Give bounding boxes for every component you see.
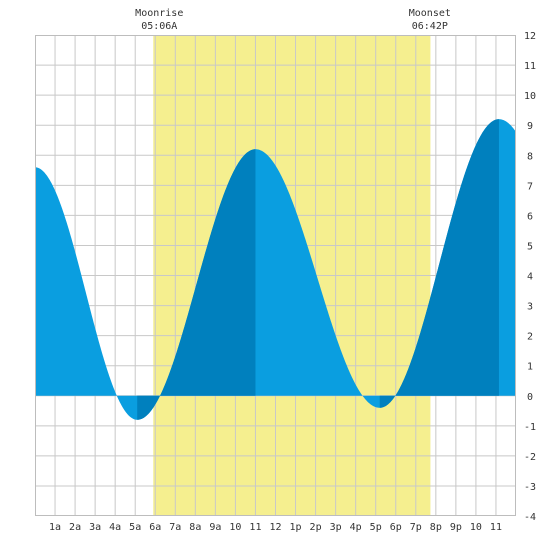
tide-series (35, 119, 516, 420)
tide-area-rising (137, 149, 256, 420)
y-tick-label: 3 (527, 302, 533, 313)
y-tick-label: -3 (524, 482, 536, 493)
x-axis-ticks: 1a 2a 3a 4a 5a 6a 7a 8a 9a 10 11 12 1p 2p 3p 4p 5p 6p 7p 8p… (49, 522, 502, 533)
x-tick-label: 7a (169, 522, 181, 533)
x-tick-label: 11 (490, 522, 502, 533)
x-tick-label: 4a (109, 522, 121, 533)
moon-labels: Moonrise 05:06A Moonset 06:42P (135, 8, 451, 32)
y-tick-label: 8 (527, 151, 533, 162)
moonset-time: 06:42P (412, 21, 448, 32)
x-tick-label: 2a (69, 522, 81, 533)
plot-area (35, 35, 516, 516)
x-tick-label: 9a (209, 522, 221, 533)
x-tick-label: 8p (430, 522, 442, 533)
moonset-label: Moonset (409, 8, 451, 19)
x-tick-label: 3a (89, 522, 101, 533)
y-tick-label: 4 (527, 272, 533, 283)
x-tick-label: 1p (290, 522, 302, 533)
y-tick-label: 10 (524, 91, 536, 102)
x-tick-label: 5p (370, 522, 382, 533)
x-tick-label: 7p (410, 522, 422, 533)
x-tick-label: 2p (310, 522, 322, 533)
x-tick-label: 8a (189, 522, 201, 533)
x-tick-label: 6p (390, 522, 402, 533)
y-tick-label: 12 (524, 31, 536, 42)
y-tick-label: 11 (524, 61, 536, 72)
y-tick-label: 2 (527, 332, 533, 343)
y-tick-label: 7 (527, 181, 533, 192)
x-tick-label: 5a (129, 522, 141, 533)
y-tick-label: -2 (524, 452, 536, 463)
moonrise-label: Moonrise (135, 8, 183, 19)
y-tick-label: 0 (527, 392, 533, 403)
x-tick-label: 10 (470, 522, 482, 533)
moonrise-time: 05:06A (141, 21, 177, 32)
y-tick-label: 5 (527, 241, 533, 252)
x-tick-label: 9p (450, 522, 462, 533)
x-tick-label: 3p (330, 522, 342, 533)
x-tick-label: 10 (229, 522, 241, 533)
tide-area-rising (379, 119, 499, 408)
x-tick-label: 11 (249, 522, 261, 533)
x-tick-label: 12 (269, 522, 281, 533)
y-tick-label: -4 (524, 512, 536, 523)
y-tick-label: 9 (527, 121, 533, 132)
y-tick-label: -1 (524, 422, 536, 433)
x-tick-label: 6a (149, 522, 161, 533)
y-tick-label: 1 (527, 362, 533, 373)
tide-area (35, 119, 516, 420)
y-tick-label: 6 (527, 211, 533, 222)
x-tick-label: 1a (49, 522, 61, 533)
x-tick-label: 4p (350, 522, 362, 533)
plot-border (35, 35, 516, 516)
